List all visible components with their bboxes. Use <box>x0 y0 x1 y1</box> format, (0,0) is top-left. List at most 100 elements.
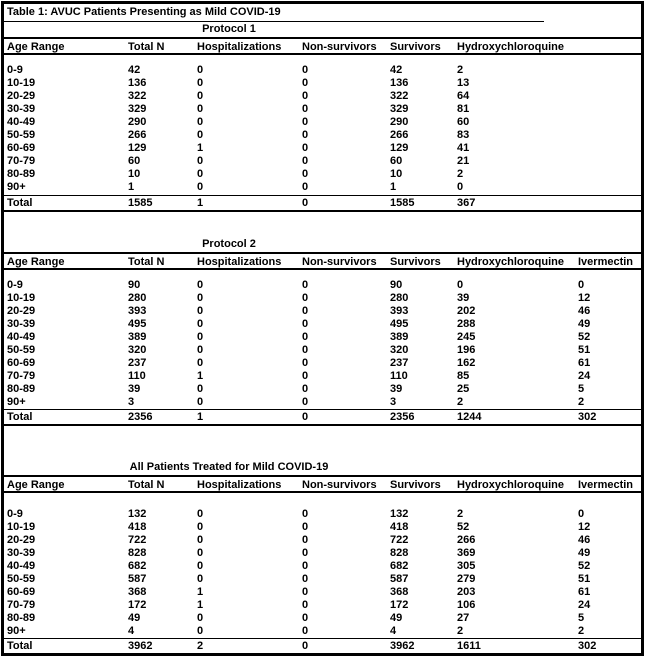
table-header-row: Age Range Total N Hospitalizations Non-surv… <box>4 475 641 493</box>
table-cell: 90+ <box>7 396 26 408</box>
total-cell: 367 <box>457 197 476 209</box>
table-cell: 0 <box>302 129 309 141</box>
table-row: 20-29 322 0 0 322 64 <box>4 90 641 103</box>
table-row: 80-89 49 0 0 49 27 5 <box>4 612 641 625</box>
table-cell: 60 <box>457 116 470 128</box>
table-cell: 20-29 <box>7 534 36 546</box>
table-cell: 495 <box>390 318 409 330</box>
table-cell: 0 <box>302 305 309 317</box>
table-cell: 322 <box>128 90 147 102</box>
table-cell: 110 <box>128 370 146 382</box>
table-cell: 27 <box>457 612 470 624</box>
table-cell: 0 <box>197 560 204 572</box>
table-cell: 50-59 <box>7 344 36 356</box>
table-cell: 83 <box>457 129 470 141</box>
table-cell: 0 <box>302 586 309 598</box>
table-cell: 0 <box>578 279 585 291</box>
table-cell: 40-49 <box>7 116 36 128</box>
table-cell: 90+ <box>7 625 26 637</box>
table-cell: 418 <box>390 521 409 533</box>
table-cell: 136 <box>390 77 409 89</box>
table-total-row: Total 3962 2 0 3962 1611 302 <box>4 638 641 655</box>
table-cell: 0 <box>302 318 309 330</box>
title-underline <box>4 21 544 22</box>
table-cell: 85 <box>457 370 470 382</box>
table-cell: 90 <box>390 279 403 291</box>
table-row: 40-49 682 0 0 682 305 52 <box>4 560 641 573</box>
table-cell: 0 <box>197 279 204 291</box>
table-cell: 30-39 <box>7 318 36 330</box>
table-cell: 172 <box>390 599 409 611</box>
table-cell: 39 <box>457 292 470 304</box>
table-header-row: Age Range Total N Hospitalizations Non-surv… <box>4 37 641 55</box>
table-cell: 42 <box>128 64 141 76</box>
total-cell: 3962 <box>390 640 415 652</box>
table-cell: 13 <box>457 77 470 89</box>
table-cell: 0 <box>302 142 309 154</box>
table-cell: 0 <box>302 90 309 102</box>
table-cell: 290 <box>128 116 147 128</box>
column-header: Hospitalizations <box>197 256 282 268</box>
table-cell: 70-79 <box>7 599 36 611</box>
table-cell: 1 <box>197 370 204 382</box>
table-cell: 60-69 <box>7 357 36 369</box>
table-body: 0-9 42 0 0 42 2 10-19 136 0 0 136 13 20-29 322 0 0 322 64… <box>4 64 641 194</box>
table-row: 30-39 329 0 0 329 81 <box>4 103 641 116</box>
total-cell: 0 <box>302 411 309 423</box>
table-row: 80-89 39 0 0 39 25 5 <box>4 383 641 396</box>
table-cell: 2 <box>457 396 464 408</box>
table-cell: 828 <box>128 547 147 559</box>
table-cell: 52 <box>578 560 591 572</box>
table-cell: 90+ <box>7 181 26 193</box>
table-cell: 0 <box>302 344 309 356</box>
table-cell: 49 <box>390 612 403 624</box>
table-cell: 1 <box>197 142 204 154</box>
table-cell: 237 <box>390 357 409 369</box>
total-cell: 1585 <box>390 197 415 209</box>
table-row: 20-29 393 0 0 393 202 46 <box>4 305 641 318</box>
table-cell: 70-79 <box>7 370 36 382</box>
table-cell: 0 <box>457 279 464 291</box>
table-cell: 2 <box>578 396 585 408</box>
table-row: 30-39 495 0 0 495 288 49 <box>4 318 641 331</box>
table-cell: 237 <box>128 357 147 369</box>
table-cell: 320 <box>128 344 147 356</box>
table-cell: 52 <box>578 331 591 343</box>
column-header: Hydroxychloroquine <box>457 479 564 491</box>
table-cell: 46 <box>578 305 591 317</box>
column-header: Hydroxychloroquine <box>457 41 564 53</box>
table-row: 20-29 722 0 0 722 266 46 <box>4 534 641 547</box>
table-cell: 90 <box>128 279 141 291</box>
table-cell: 418 <box>128 521 147 533</box>
table-cell: 0 <box>197 396 204 408</box>
table-cell: 61 <box>578 586 591 598</box>
table-cell: 828 <box>390 547 409 559</box>
section-heading-label: Protocol 2 <box>202 238 256 250</box>
table-cell: 10 <box>128 168 141 180</box>
table-cell: 329 <box>128 103 147 115</box>
table-cell: 266 <box>457 534 476 546</box>
table-cell: 0 <box>197 116 204 128</box>
table-cell: 0 <box>302 508 309 520</box>
table-cell: 0 <box>197 318 204 330</box>
table-cell: 12 <box>578 521 591 533</box>
column-header: Total N <box>128 256 165 268</box>
table-cell: 0 <box>197 90 204 102</box>
table-cell: 305 <box>457 560 476 572</box>
table-cell: 389 <box>128 331 147 343</box>
column-header: Age Range <box>7 479 65 491</box>
table-cell: 0 <box>197 129 204 141</box>
table-cell: 320 <box>390 344 409 356</box>
total-cell: Total <box>7 411 33 423</box>
column-header: Total N <box>128 41 165 53</box>
total-cell: 1611 <box>457 640 481 652</box>
table-cell: 0 <box>302 292 309 304</box>
table-total-row: Total 1585 1 0 1585 367 <box>4 195 641 212</box>
table-cell: 0-9 <box>7 279 23 291</box>
table-cell: 2 <box>457 625 464 637</box>
table-cell: 50-59 <box>7 129 36 141</box>
table-cell: 368 <box>390 586 409 598</box>
table-cell: 136 <box>128 77 147 89</box>
table-cell: 0 <box>197 64 204 76</box>
table-cell: 162 <box>457 357 476 369</box>
